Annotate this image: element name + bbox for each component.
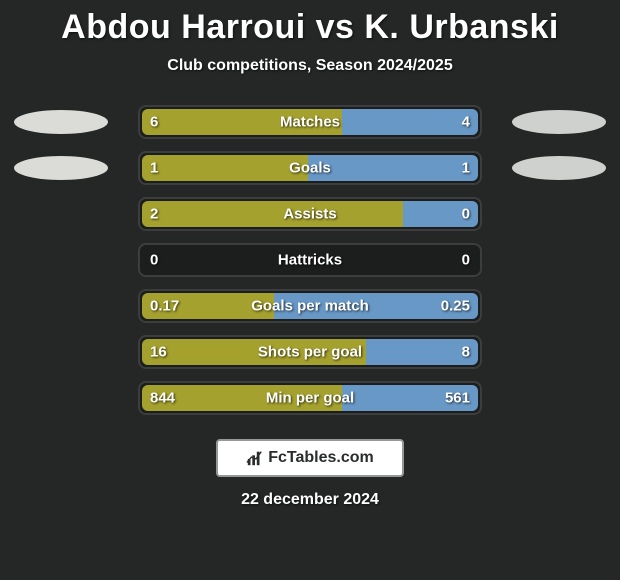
bar-track: Goals per match 0.17 0.25	[138, 289, 482, 323]
stat-label: Goals	[289, 160, 331, 177]
value-left: 6	[150, 114, 158, 131]
stat-label: Goals per match	[251, 298, 369, 315]
stat-row: Goals per match 0.17 0.25	[0, 289, 620, 323]
date-label: 22 december 2024	[241, 491, 379, 509]
player-left-badge	[14, 110, 108, 134]
bar-fill-right	[308, 155, 478, 181]
bar-fill-left	[142, 201, 407, 227]
brand-box: FcTables.com	[216, 439, 404, 477]
bar-fill-right	[342, 109, 478, 135]
bar-track: Min per goal 844 561	[138, 381, 482, 415]
stat-row: Min per goal 844 561	[0, 381, 620, 415]
bar-track: Hattricks 0 0	[138, 243, 482, 277]
value-right: 1	[462, 160, 470, 177]
stat-label: Shots per goal	[258, 344, 362, 361]
stat-label: Matches	[280, 114, 340, 131]
subtitle: Club competitions, Season 2024/2025	[167, 57, 452, 75]
value-right: 0.25	[441, 298, 470, 315]
value-right: 561	[445, 390, 470, 407]
chart-bars-icon	[246, 449, 264, 467]
brand-text: FcTables.com	[268, 449, 374, 467]
value-left: 2	[150, 206, 158, 223]
page-title: Abdou Harroui vs K. Urbanski	[61, 8, 559, 47]
value-left: 1	[150, 160, 158, 177]
stat-row: Hattricks 0 0	[0, 243, 620, 277]
value-right: 4	[462, 114, 470, 131]
value-left: 0.17	[150, 298, 179, 315]
value-left: 16	[150, 344, 167, 361]
bar-track: Goals 1 1	[138, 151, 482, 185]
player-left-badge	[14, 156, 108, 180]
value-right: 0	[462, 252, 470, 269]
stat-row: Assists 2 0	[0, 197, 620, 231]
value-right: 8	[462, 344, 470, 361]
stat-label: Min per goal	[266, 390, 354, 407]
bar-track: Shots per goal 16 8	[138, 335, 482, 369]
value-right: 0	[462, 206, 470, 223]
stat-row: Matches 6 4	[0, 105, 620, 139]
player-right-badge	[512, 156, 606, 180]
chart-area: Matches 6 4 Goals 1 1 Assists 2 0 Hattricks 0 0 Goal…	[0, 105, 620, 427]
player-right-badge	[512, 110, 606, 134]
comparison-infographic: Abdou Harroui vs K. Urbanski Club compet…	[0, 0, 620, 580]
stat-label: Hattricks	[278, 252, 342, 269]
bar-fill-left	[142, 155, 312, 181]
stat-row: Shots per goal 16 8	[0, 335, 620, 369]
bar-track: Assists 2 0	[138, 197, 482, 231]
value-left: 0	[150, 252, 158, 269]
value-left: 844	[150, 390, 175, 407]
stat-label: Assists	[283, 206, 336, 223]
bar-track: Matches 6 4	[138, 105, 482, 139]
stat-row: Goals 1 1	[0, 151, 620, 185]
